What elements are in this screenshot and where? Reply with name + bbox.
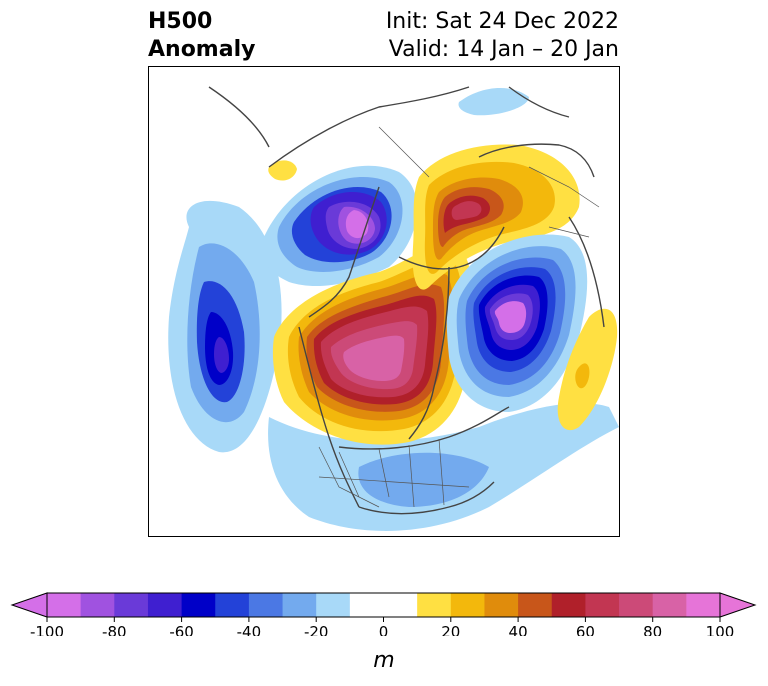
colorbar-segment	[114, 593, 149, 617]
positive-small-pacific	[268, 160, 297, 181]
colorbar-tick-label: 20	[441, 623, 460, 636]
colorbar-segment	[147, 593, 183, 617]
colorbar-tick-label: 60	[576, 623, 595, 636]
colorbar: -100 -80 -60 -40 -20 0 20 40 60 80 100	[10, 592, 757, 636]
colorbar-segment	[316, 593, 351, 617]
title-variable: H500	[148, 9, 213, 34]
negative-small-north	[458, 87, 529, 116]
negative-eastern-us	[358, 452, 489, 507]
colorbar-segment	[585, 593, 620, 617]
colorbar-under-extend	[10, 592, 48, 618]
init-date-label: Init: Sat 24 Dec 2022	[385, 9, 619, 34]
anomaly-map-svg	[168, 86, 619, 531]
colorbar-tick-label: 40	[509, 623, 528, 636]
colorbar-tick-label: 100	[706, 623, 735, 636]
positive-arctic-ridge	[272, 244, 472, 445]
colorbar-segment	[349, 593, 384, 617]
title-field: Anomaly	[148, 37, 256, 62]
valid-range-label: Valid: 14 Jan – 20 Jan	[388, 37, 619, 62]
colorbar-tick-label: -80	[102, 623, 127, 636]
colorbar-segment	[551, 593, 586, 617]
colorbar-segment	[619, 593, 654, 617]
colorbar-tick-label: -20	[304, 623, 329, 636]
colorbar-segment	[282, 593, 317, 617]
political-boundaries	[318, 126, 600, 508]
colorbar-segment	[215, 593, 250, 617]
colorbar-over-extend	[719, 592, 757, 618]
title-right: Init: Sat 24 Dec 2022 Valid: 14 Jan – 20…	[386, 8, 619, 64]
colorbar-segment	[248, 593, 284, 617]
colorbar-unit-label: m	[373, 648, 395, 673]
colorbar-segment	[686, 593, 721, 617]
colorbar-segment	[450, 593, 485, 617]
colorbar-segment	[652, 593, 687, 617]
negative-north-pacific-low	[168, 200, 282, 453]
title-left: H500 Anomaly	[148, 8, 255, 64]
positive-nw-europe	[557, 308, 618, 431]
colorbar-tick-label: -100	[30, 623, 64, 636]
coastlines	[208, 86, 605, 515]
colorbar-segment	[518, 593, 553, 617]
colorbar-tick-label: -40	[237, 623, 262, 636]
colorbar-segment	[417, 593, 452, 617]
positive-siberia-ridge	[412, 144, 580, 290]
colorbar-tick-label: 0	[379, 623, 389, 636]
anomaly-map	[148, 66, 620, 537]
colorbar-segment	[47, 593, 82, 617]
colorbar-segment	[181, 593, 216, 617]
colorbar-segments	[10, 592, 757, 618]
negative-eurasia-low	[446, 234, 588, 412]
colorbar-segment	[484, 593, 519, 617]
colorbar-segment	[383, 593, 418, 617]
negative-alaska-low	[261, 165, 418, 287]
colorbar-tick-label: -60	[169, 623, 194, 636]
colorbar-tick-label: 80	[643, 623, 662, 636]
colorbar-ticks: -100 -80 -60 -40 -20 0 20 40 60 80 100	[30, 617, 734, 636]
colorbar-segment	[80, 593, 115, 617]
